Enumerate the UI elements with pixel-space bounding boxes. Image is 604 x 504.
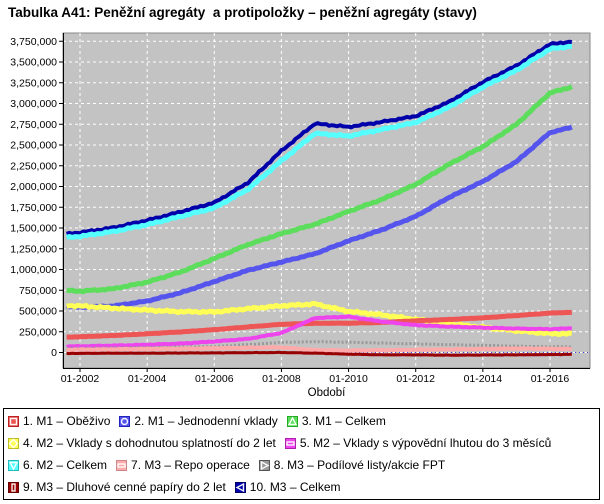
- legend-label: 5. M2 – Vklady s výpovědní lhutou do 3 m…: [299, 436, 552, 450]
- legend-label: 10. M3 – Celkem: [249, 480, 341, 494]
- series-line-m2_celkem: [65, 43, 573, 240]
- x-tick-label: 01-2012: [396, 373, 435, 385]
- x-tick-label: 01-2014: [464, 373, 503, 385]
- legend-label: 7. M3 – Repo operace: [131, 458, 250, 472]
- y-tick-label: 2,000,000: [10, 181, 57, 193]
- hbar-series-icon: [284, 437, 296, 449]
- y-tick-label: 3,500,000: [10, 57, 57, 69]
- y-tick-label: 2,750,000: [10, 119, 57, 131]
- series-line-m1_jednodenni: [65, 124, 573, 310]
- legend-label: 1. M1 – Oběživo: [23, 414, 111, 428]
- legend-label: 6. M2 – Celkem: [23, 458, 108, 472]
- x-axis-title: Období: [308, 387, 347, 399]
- legend: 1. M1 – Oběživo 2. M1 – Jednodenní vklady…: [3, 408, 600, 500]
- vbar-series-icon: [8, 481, 19, 493]
- legend-label: 3. M1 – Celkem: [301, 414, 386, 428]
- y-tick-label: 2,500,000: [10, 140, 57, 152]
- y-tick-label: 1,250,000: [10, 243, 57, 255]
- legend-label: 8. M3 – Podílové listy/akcie FPT: [273, 458, 446, 472]
- legend-item-m2_vypovedni: 5. M2 – Vklady s výpovědní lhutou do 3 m…: [284, 436, 552, 450]
- x-tick-label: 01-2006: [195, 373, 234, 385]
- legend-item-m3_podilove: 8. M3 – Podílové listy/akcie FPT: [258, 458, 446, 472]
- diamond-series-icon: [8, 437, 19, 449]
- y-tick-label: 0: [51, 347, 57, 359]
- series-line-m1_obezivo: [66, 309, 572, 340]
- legend-row-4: 9. M3 – Dluhové cenné papíry do 2 let 10.…: [8, 480, 599, 494]
- x-tick-label: 01-2002: [61, 373, 100, 385]
- x-tick-label: 01-2010: [329, 373, 368, 385]
- circle-series-icon: [119, 415, 131, 427]
- legend-row-2: 4. M2 – Vklady s dohodnutou splatností d…: [8, 436, 599, 450]
- y-tick-label: 500,000: [19, 306, 57, 318]
- legend-item-m2_celkem: 6. M2 – Celkem: [8, 458, 107, 472]
- triangle-right-series-icon: [258, 459, 270, 471]
- legend-row-3: 6. M2 – Celkem 7. M3 – Repo operace 8. M3 …: [8, 458, 599, 472]
- legend-item-m1_jednodenni: 2. M1 – Jednodenní vklady: [119, 414, 278, 428]
- y-tick-label: 1,500,000: [10, 223, 57, 235]
- legend-item-m1_celkem: 3. M1 – Celkem: [286, 414, 386, 428]
- x-tick-label: 01-2016: [531, 373, 570, 385]
- y-tick-label: 1,750,000: [10, 202, 57, 214]
- series-line-m3_dluhove: [66, 350, 572, 357]
- chart-title: Tabulka A41: Peněžní agregáty a protipol…: [8, 5, 477, 20]
- x-tick-label: 01-2004: [128, 373, 167, 385]
- y-tick-label: 3,250,000: [10, 77, 57, 89]
- y-tick-label: 2,250,000: [10, 160, 57, 172]
- y-tick-label: 750,000: [19, 285, 57, 297]
- chart-canvas: 0 250,000 500,000 750,000 1,000,000 1,250,000…: [10, 32, 591, 399]
- legend-item-m2_dohodnuta: 4. M2 – Vklady s dohodnutou splatností d…: [8, 436, 276, 450]
- x-tick-label: 01-2008: [262, 373, 301, 385]
- legend-item-m1_obezivo: 1. M1 – Oběživo: [8, 414, 110, 428]
- hbar-series-icon: [116, 459, 128, 471]
- y-tick-label: 250,000: [19, 326, 57, 338]
- legend-label: 9. M3 – Dluhové cenné papíry do 2 let: [23, 480, 226, 494]
- y-tick-label: 3,000,000: [10, 98, 57, 110]
- y-tick-label: 1,000,000: [10, 264, 57, 276]
- y-tick-label: 3,750,000: [10, 36, 57, 48]
- triangle-up-series-icon: [286, 415, 298, 427]
- series-line-m3_repo: [66, 345, 572, 353]
- triangle-down-series-icon: [8, 459, 19, 471]
- legend-item-m3_dluhove: 9. M3 – Dluhové cenné papíry do 2 let: [8, 480, 226, 494]
- legend-item-m3_celkem: 10. M3 – Celkem: [234, 480, 341, 494]
- legend-label: 4. M2 – Vklady s dohodnutou splatností d…: [23, 436, 276, 450]
- legend-row-1: 1. M1 – Oběživo 2. M1 – Jednodenní vklady…: [8, 414, 599, 428]
- triangle-left-series-icon: [234, 481, 246, 493]
- series-line-m1_celkem: [66, 84, 573, 295]
- series-line-m3_celkem: [65, 39, 572, 236]
- legend-label: 2. M1 – Jednodenní vklady: [134, 414, 278, 428]
- series-line-m2_vypovedni: [66, 314, 573, 349]
- square-series-icon: [8, 415, 19, 427]
- legend-item-m3_repo: 7. M3 – Repo operace: [116, 458, 250, 472]
